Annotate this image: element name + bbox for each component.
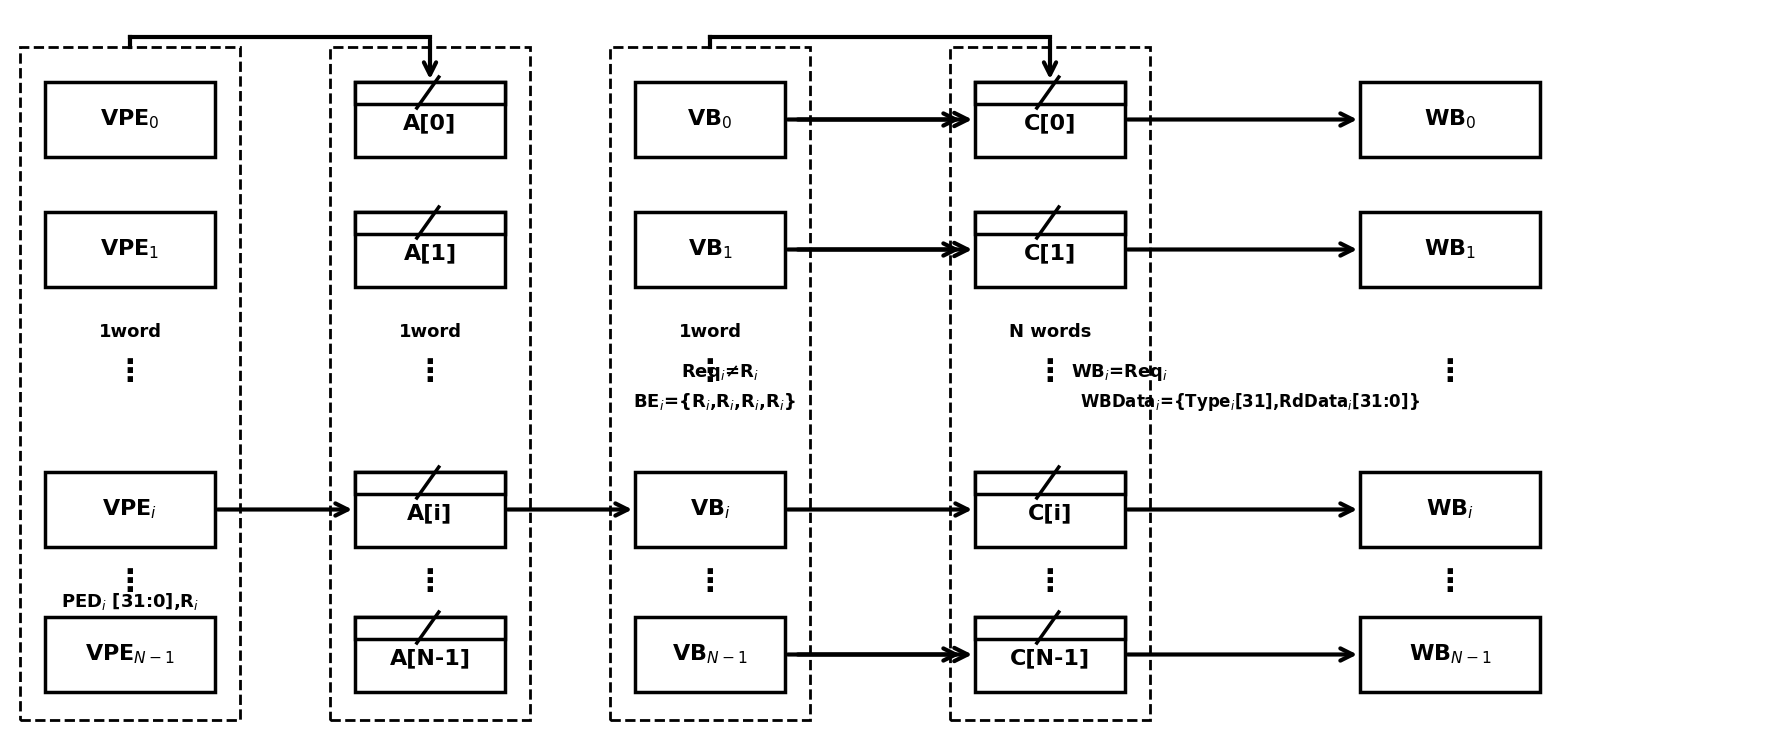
- Text: ⋮: ⋮: [114, 358, 145, 386]
- Bar: [355, 472, 505, 547]
- Text: C[1]: C[1]: [1024, 244, 1076, 264]
- Bar: [976, 617, 1126, 692]
- Text: A[N-1]: A[N-1]: [389, 648, 471, 669]
- Bar: [355, 617, 505, 639]
- Bar: [45, 617, 216, 692]
- Text: VPE$_0$: VPE$_0$: [100, 108, 161, 131]
- Text: VB$_i$: VB$_i$: [690, 498, 730, 521]
- Bar: [1359, 472, 1540, 547]
- Text: VB$_{N-1}$: VB$_{N-1}$: [673, 642, 747, 666]
- Text: A[0]: A[0]: [403, 114, 457, 134]
- Text: VPE$_i$: VPE$_i$: [102, 498, 157, 521]
- Bar: [45, 82, 216, 157]
- Bar: [635, 617, 785, 692]
- Text: Req$_i$≠R$_i$: Req$_i$≠R$_i$: [681, 362, 758, 382]
- Text: C[N-1]: C[N-1]: [1010, 648, 1090, 669]
- Text: VPE$_1$: VPE$_1$: [100, 238, 159, 261]
- Bar: [976, 472, 1126, 547]
- Text: WB$_{N-1}$: WB$_{N-1}$: [1409, 642, 1491, 666]
- Text: WBData$_i$={Type$_i$[31],RdData$_i$[31:0]}: WBData$_i$={Type$_i$[31],RdData$_i$[31:0…: [1079, 391, 1420, 413]
- Text: ⋮: ⋮: [414, 358, 446, 386]
- Text: A[1]: A[1]: [403, 244, 457, 264]
- Text: ⋮: ⋮: [1035, 358, 1065, 386]
- Bar: [45, 472, 216, 547]
- Text: ⋮: ⋮: [1035, 568, 1065, 597]
- Text: A[i]: A[i]: [407, 503, 453, 524]
- Bar: [976, 472, 1126, 494]
- Text: WB$_0$: WB$_0$: [1424, 108, 1475, 131]
- Bar: [355, 472, 505, 494]
- Bar: [355, 82, 505, 104]
- Text: 1word: 1word: [98, 323, 162, 341]
- Bar: [976, 82, 1126, 157]
- Text: WB$_i$: WB$_i$: [1425, 498, 1474, 521]
- Text: ⋮: ⋮: [414, 568, 446, 597]
- Bar: [635, 472, 785, 547]
- Bar: [1359, 212, 1540, 287]
- Text: ⋮: ⋮: [114, 568, 145, 597]
- Bar: [976, 212, 1126, 287]
- Bar: [45, 212, 216, 287]
- Text: WB$_i$=Req$_i$: WB$_i$=Req$_i$: [1072, 362, 1169, 382]
- Bar: [355, 617, 505, 692]
- Text: ⋮: ⋮: [694, 568, 726, 597]
- Bar: [951, 47, 1151, 720]
- Text: WB$_1$: WB$_1$: [1424, 238, 1475, 261]
- Text: C[i]: C[i]: [1028, 503, 1072, 524]
- Bar: [20, 47, 241, 720]
- Text: PED$_i$ [31:0],R$_i$: PED$_i$ [31:0],R$_i$: [61, 592, 200, 613]
- Text: VPE$_{N-1}$: VPE$_{N-1}$: [86, 642, 175, 666]
- Bar: [610, 47, 810, 720]
- Bar: [1359, 617, 1540, 692]
- Bar: [1359, 82, 1540, 157]
- Text: VB$_0$: VB$_0$: [687, 108, 733, 131]
- Bar: [355, 82, 505, 157]
- Text: ⋮: ⋮: [1434, 568, 1465, 597]
- Text: 1word: 1word: [678, 323, 742, 341]
- Bar: [635, 212, 785, 287]
- Text: N words: N words: [1008, 323, 1092, 341]
- Text: C[0]: C[0]: [1024, 114, 1076, 134]
- Text: ⋮: ⋮: [694, 358, 726, 386]
- Bar: [330, 47, 530, 720]
- Bar: [976, 617, 1126, 639]
- Text: BE$_i$={R$_i$,R$_i$,R$_i$,R$_i$}: BE$_i$={R$_i$,R$_i$,R$_i$,R$_i$}: [633, 391, 797, 412]
- Text: ⋮: ⋮: [1434, 358, 1465, 386]
- Text: 1word: 1word: [398, 323, 462, 341]
- Bar: [976, 212, 1126, 234]
- Text: VB$_1$: VB$_1$: [687, 238, 733, 261]
- Bar: [355, 212, 505, 287]
- Bar: [355, 212, 505, 234]
- Bar: [635, 82, 785, 157]
- Bar: [976, 82, 1126, 104]
